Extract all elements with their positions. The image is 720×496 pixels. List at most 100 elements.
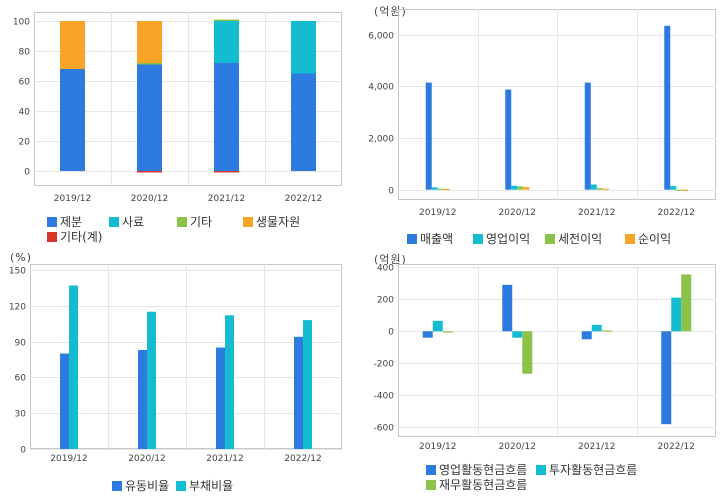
bar-영업활동현금흐름-2020/12 [502, 284, 513, 332]
bar-영업활동현금흐름-2021/12 [581, 331, 592, 340]
bar-부채비율-2019/12 [69, 285, 78, 449]
legend-label: 생물자원 [256, 215, 301, 229]
x-tick-label: 2019/12 [54, 194, 91, 204]
x-tick-label: 2019/12 [50, 454, 87, 464]
x-tick-label: 2020/12 [499, 208, 536, 218]
x-tick-label: 2022/12 [658, 208, 695, 218]
bar-매출액-2022/12 [664, 25, 671, 190]
x-tick-label: 2022/12 [285, 194, 322, 204]
unit-label-cashflow: (억원) [374, 253, 407, 266]
legend-swatch [407, 234, 417, 244]
bar-순이익-2021/12 [602, 188, 609, 190]
y-tick-label: 80 [19, 48, 31, 58]
bar-순이익-2020/12 [523, 187, 530, 190]
bar-매출액-2020/12 [505, 89, 512, 190]
y-tick-label: 100 [13, 18, 30, 28]
y-tick-label: 400 [377, 264, 394, 274]
bar-영업이익-2022/12 [670, 186, 677, 190]
bar-투자활동현금흐름-2020/12 [512, 331, 523, 338]
bar-기타-2021/12 [214, 19, 239, 21]
y-tick-label: 0 [388, 328, 394, 338]
legend-label: 기타 [190, 215, 213, 229]
legend-label: 영업이익 [486, 232, 531, 246]
legend-label: 사료 [122, 215, 145, 229]
bar-부채비율-2021/12 [225, 315, 234, 449]
bar-순이익-2019/12 [443, 188, 450, 191]
bar-제분-2021/12 [214, 63, 239, 171]
legend-swatch [243, 217, 253, 227]
y-tick-label: 200 [377, 296, 394, 306]
y-tick-label: 60 [19, 78, 31, 88]
y-tick-label: -400 [374, 392, 395, 402]
x-tick-label: 2020/12 [499, 442, 536, 452]
chart-panel-income: (억원) 0 2,000 4,000 6,000 2019/12 2020/12 2021/… [360, 0, 720, 248]
bar-매출액-2021/12 [584, 82, 591, 190]
bar-재무활동현금흐름-2021/12 [601, 330, 612, 332]
legend-item: 매출액 [407, 230, 453, 247]
legend-item: 기타(계) [47, 228, 102, 245]
legend-item: 기타 [177, 213, 212, 230]
unit-label-income: (억원) [374, 5, 407, 18]
x-tick-label: 2020/12 [131, 194, 168, 204]
legend-item: 유동비율 [112, 477, 169, 494]
chart-svg-cashflow: -600 -400 -200 0 200 400 2019/12 2020/12 2021/12… [374, 264, 716, 452]
bar-생물자원-2020/12 [137, 21, 162, 63]
y-tick-label: 6,000 [368, 32, 394, 42]
legend-item: 영업이익 [473, 230, 530, 247]
y-tick-label: 90 [15, 339, 27, 349]
legend-swatch [176, 481, 186, 491]
legend-label: 제분 [60, 215, 83, 229]
legend-swatch [545, 234, 555, 244]
legend-swatch [536, 465, 546, 475]
bar-투자활동현금흐름-2021/12 [591, 324, 602, 332]
bar-세전이익-2020/12 [517, 186, 524, 190]
chart-panel-composition: 0 20 40 60 80 100 2019/12 2020/12 2021/12 2022/12… [0, 0, 360, 248]
x-tick-label: 2020/12 [128, 454, 165, 464]
bar-기타(계)-2021/12 [214, 171, 239, 173]
legend-swatch [112, 481, 122, 491]
chart-svg-ratios: 0 30 60 90 120 150 2019/12 2020/12 2021/12 2022/1… [9, 264, 342, 464]
bar-투자활동현금흐름-2022/12 [671, 297, 682, 332]
bar-제분-2019/12 [60, 69, 85, 171]
bar-영업활동현금흐름-2022/12 [661, 331, 672, 425]
y-tick-label: 60 [15, 374, 27, 384]
x-tick-label: 2022/12 [284, 454, 321, 464]
legend-item: 세전이익 [545, 230, 602, 247]
bar-유동비율-2021/12 [216, 347, 225, 449]
legend-item: 투자활동현금흐름 [536, 461, 637, 478]
legend-label: 재무활동현금흐름 [439, 478, 528, 492]
legend-swatch [47, 217, 57, 227]
bar-재무활동현금흐름-2020/12 [522, 331, 533, 374]
bar-투자활동현금흐름-2019/12 [432, 320, 443, 332]
legend-item: 영업활동현금흐름 [426, 461, 527, 478]
legend-swatch [426, 480, 436, 490]
y-tick-label: 0 [20, 446, 26, 456]
bar-재무활동현금흐름-2019/12 [442, 331, 453, 333]
bar-제분-2022/12 [291, 73, 316, 171]
y-tick-label: 0 [24, 168, 30, 178]
bar-매출액-2019/12 [425, 82, 432, 190]
legend-label: 투자활동현금흐름 [549, 463, 638, 477]
legend-swatch [625, 234, 635, 244]
chart-panel-ratios: (%) 0 30 60 90 120 150 2019/12 2020/12 2021/12 20… [0, 248, 360, 496]
x-tick-label: 2019/12 [419, 208, 456, 218]
x-tick-label: 2021/12 [578, 442, 615, 452]
bar-영업활동현금흐름-2019/12 [422, 331, 433, 338]
legend-swatch [47, 232, 57, 242]
bar-세전이익-2021/12 [596, 188, 603, 190]
bar-유동비율-2020/12 [138, 349, 147, 449]
legend-item: 생물자원 [243, 213, 300, 230]
legend-swatch [177, 217, 187, 227]
bar-기타(계)-2020/12 [137, 171, 162, 173]
y-tick-label: 30 [15, 410, 27, 420]
legend-label: 기타(계) [60, 230, 103, 244]
y-tick-label: 40 [19, 108, 31, 118]
bar-재무활동현금흐름-2022/12 [681, 274, 692, 332]
bar-영업이익-2020/12 [511, 185, 518, 190]
x-tick-label: 2021/12 [208, 194, 245, 204]
bar-사료-2021/12 [214, 21, 239, 63]
bar-부채비율-2022/12 [303, 320, 312, 449]
bar-기타-2020/12 [137, 63, 162, 65]
legend-item: 순이익 [625, 230, 671, 247]
x-tick-label: 2019/12 [419, 442, 456, 452]
